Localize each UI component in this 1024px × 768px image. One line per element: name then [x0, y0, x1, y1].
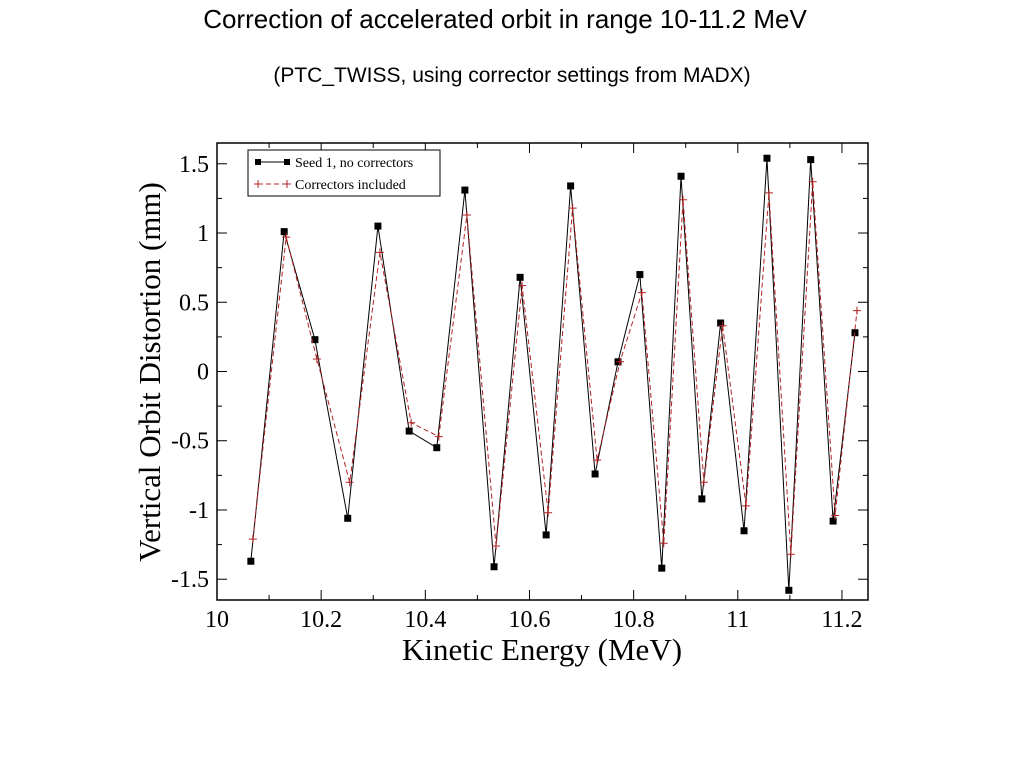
data-point-plus [568, 204, 577, 213]
y-tick-label: 1 [197, 221, 209, 247]
y-tick-label: 1.5 [179, 152, 209, 178]
data-point-square [717, 319, 725, 327]
x-tick-label: 10.8 [613, 607, 655, 633]
data-point-square [807, 156, 815, 164]
data-point-plus [679, 195, 688, 204]
data-point-plus [492, 541, 501, 550]
data-point-square [542, 531, 550, 539]
y-tick-label: 0.5 [179, 290, 209, 316]
data-point-plus [764, 188, 773, 197]
legend-marker-plus [254, 180, 291, 188]
x-tick-label: 10.4 [404, 607, 446, 633]
data-point-square [829, 517, 837, 525]
data-point-plus [786, 550, 795, 559]
y-tick-label: -1 [189, 498, 209, 524]
data-point-plus [593, 456, 602, 465]
data-point-square [247, 557, 255, 565]
y-axis-label: Vertical Orbit Distortion (mm) [132, 182, 167, 562]
data-point-square [374, 222, 382, 230]
data-point-square [677, 172, 685, 180]
data-point-square [461, 186, 469, 194]
x-tick-label: 10.2 [300, 607, 342, 633]
legend-label-corrected: Correctors included [295, 178, 406, 193]
data-point-plus [345, 478, 354, 487]
legend-marker-square [255, 159, 261, 165]
chart-subtitle: (PTC_TWISS, using corrector settings fro… [273, 64, 751, 87]
data-point-square [311, 336, 319, 344]
data-point-square [698, 495, 706, 503]
data-point-plus [616, 357, 625, 366]
data-point-plus [637, 288, 646, 297]
data-point-plus [282, 233, 291, 242]
data-point-square [763, 154, 771, 162]
data-point-plus [659, 539, 668, 548]
data-point-plus [248, 535, 257, 544]
data-point-square [567, 182, 575, 190]
x-tick-label: 10.6 [508, 607, 550, 633]
legend-label-seed1: Seed 1, no correctors [295, 156, 413, 171]
data-point-plus [852, 306, 861, 315]
data-point-plus [312, 355, 321, 364]
x-tick-label: 11 [726, 607, 749, 633]
data-point-plus [518, 281, 527, 290]
chart-title: Correction of accelerated orbit in range… [203, 4, 807, 34]
y-tick-label: -0.5 [171, 429, 209, 455]
data-point-square [785, 586, 793, 594]
y-tick-label: -1.5 [171, 567, 209, 593]
y-tick-label: 0 [197, 360, 209, 386]
data-point-square [433, 444, 441, 452]
data-point-plus [544, 508, 553, 517]
data-point-plus [407, 418, 416, 427]
data-point-square [591, 470, 599, 478]
data-point-square [636, 271, 644, 279]
data-point-plus [808, 177, 817, 186]
data-point-square [280, 228, 288, 236]
data-point-square [344, 514, 352, 522]
series-line-1 [250, 158, 856, 591]
x-tick-label: 10 [205, 607, 229, 633]
data-point-square [490, 563, 498, 571]
data-point-square [405, 427, 413, 435]
series-line-2 [252, 181, 858, 555]
data-point-square [516, 273, 524, 281]
data-point-square [658, 564, 666, 572]
data-point-square [740, 527, 748, 535]
data-point-plus [434, 432, 443, 441]
x-tick-label: 11.2 [821, 607, 862, 633]
data-point-plus [462, 211, 471, 220]
data-point-plus [718, 321, 727, 330]
data-point-plus [742, 501, 751, 510]
plot-frame [216, 142, 869, 601]
x-axis-label: Kinetic Energy (MeV) [402, 632, 682, 667]
legend: Seed 1, no correctors Correctors include… [247, 149, 441, 197]
data-point-plus [831, 511, 840, 520]
data-point-plus [375, 248, 384, 257]
data-point-plus [699, 478, 708, 487]
